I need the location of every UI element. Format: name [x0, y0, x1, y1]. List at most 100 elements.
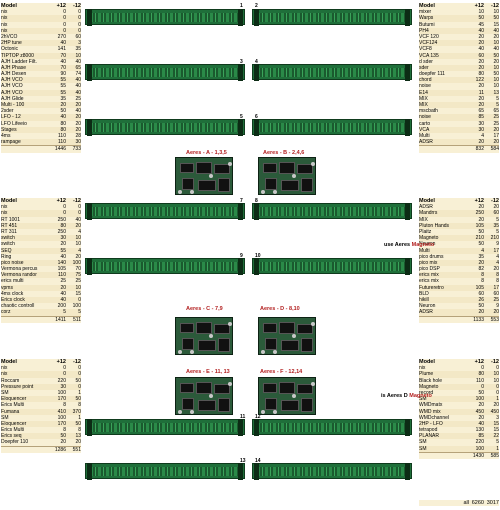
- table-row[interactable]: 2sder 50 40: [1, 108, 81, 115]
- module-name-cell[interactable]: Roccam: [1, 377, 20, 384]
- plus12-cell[interactable]: 40: [60, 297, 66, 303]
- minus12-cell[interactable]: 10: [75, 284, 81, 291]
- table-row[interactable]: Black hole 110 10: [419, 377, 499, 384]
- module-name-cell[interactable]: VCF8: [419, 46, 432, 53]
- minus12-cell[interactable]: 25: [493, 120, 499, 127]
- table-row[interactable]: SM 100 1: [419, 445, 499, 452]
- plus12-cell[interactable]: 80: [60, 126, 66, 133]
- minus12-cell[interactable]: 8: [78, 427, 81, 434]
- minus12-cell[interactable]: 100: [72, 303, 81, 310]
- plus12-cell[interactable]: 50: [478, 303, 484, 310]
- plus12-cell[interactable]: 30: [60, 235, 66, 242]
- table-row[interactable]: E14 11 13: [419, 89, 499, 96]
- plus12-cell[interactable]: 55: [60, 89, 66, 96]
- plus12-cell[interactable]: 170: [57, 396, 66, 403]
- table-row[interactable]: LFO - 12 40 20: [1, 114, 81, 121]
- module-name-cell[interactable]: ADSR: [419, 139, 433, 146]
- minus12-cell[interactable]: 10: [493, 64, 499, 71]
- table-row[interactable]: carto 30 25: [419, 120, 499, 127]
- minus12-cell[interactable]: 40: [493, 27, 499, 34]
- table-row[interactable]: Erics Multi 8 8: [1, 427, 81, 434]
- minus12-cell[interactable]: 50: [493, 71, 499, 78]
- table-row[interactable]: Ring 40 20: [1, 253, 81, 260]
- module-name-cell[interactable]: Vermona percus: [1, 266, 38, 273]
- module-name-cell[interactable]: 4ms clock: [1, 290, 24, 297]
- module-name-cell[interactable]: Warps: [419, 15, 434, 22]
- module-name-cell[interactable]: AJH VCO: [1, 83, 23, 90]
- plus12-cell[interactable]: 0: [481, 365, 484, 372]
- table-row[interactable]: SM 100 1: [419, 396, 499, 403]
- table-row[interactable]: PH4 40 40: [419, 27, 499, 34]
- table-row[interactable]: Plaitz 50 5: [419, 228, 499, 236]
- table-row[interactable]: Mandrrs 250 60: [419, 210, 499, 217]
- plus12-cell[interactable]: 80: [478, 71, 484, 78]
- minus12-cell[interactable]: 50: [493, 15, 499, 22]
- table-row[interactable]: Plume 80 10: [419, 371, 499, 378]
- module-name-cell[interactable]: AJH Phase: [1, 64, 27, 71]
- plus12-cell[interactable]: 60: [478, 290, 484, 297]
- plus12-cell[interactable]: 20: [478, 64, 484, 71]
- table-row[interactable]: WMDchannel 20 3: [419, 414, 499, 421]
- module-name-cell[interactable]: Neuron: [419, 241, 436, 248]
- table-row[interactable]: Roccam 220 50: [1, 377, 81, 384]
- plus12-cell[interactable]: 20: [478, 259, 484, 266]
- table-row[interactable]: rampage 110 30: [1, 139, 81, 146]
- minus12-cell[interactable]: 40: [75, 89, 81, 96]
- table-row[interactable]: nix 0 0: [1, 371, 81, 378]
- plus12-cell[interactable]: 11: [478, 89, 484, 96]
- table-row[interactable]: sder 20 10: [419, 64, 499, 72]
- table-row[interactable]: doepfer 111 80 50: [419, 71, 499, 78]
- minus12-cell[interactable]: 40: [75, 216, 81, 223]
- module-name-cell[interactable]: TIPTOP z8000: [1, 52, 34, 59]
- table-row[interactable]: AJH Ladder Filt. 40 40: [1, 58, 81, 65]
- plus12-cell[interactable]: 40: [478, 46, 484, 53]
- plus12-cell[interactable]: 50: [478, 241, 484, 248]
- plus12-cell[interactable]: 4: [481, 132, 484, 139]
- table-row[interactable]: Neuron 50 9: [419, 303, 499, 310]
- minus12-cell[interactable]: 5: [496, 216, 499, 223]
- plus12-cell[interactable]: 0: [63, 9, 66, 16]
- module-name-cell[interactable]: AJH Desen: [1, 71, 27, 78]
- minus12-cell[interactable]: 370: [72, 408, 81, 415]
- minus12-cell[interactable]: 17: [493, 132, 499, 139]
- plus12-cell[interactable]: 0: [63, 15, 66, 22]
- table-row[interactable]: record 50 0: [419, 389, 499, 397]
- module-name-cell[interactable]: Black hole: [419, 377, 443, 384]
- module-name-cell[interactable]: d sder: [419, 58, 433, 65]
- table-row[interactable]: chord 122 10: [419, 77, 499, 84]
- minus12-cell[interactable]: 65: [493, 108, 499, 115]
- plus12-cell[interactable]: 8: [63, 427, 66, 434]
- table-row[interactable]: SM 220 5: [419, 439, 499, 446]
- table-row[interactable]: ADSR 20 20: [419, 309, 499, 316]
- module-name-cell[interactable]: nix: [1, 365, 8, 372]
- plus12-cell[interactable]: 450: [475, 408, 484, 415]
- plus12-cell[interactable]: 65: [478, 108, 484, 115]
- plus12-cell[interactable]: 20: [478, 40, 484, 47]
- minus12-cell[interactable]: 22: [493, 433, 499, 440]
- plus12-cell[interactable]: 55: [60, 83, 66, 90]
- table-row[interactable]: Erics seq 50 13: [1, 433, 81, 440]
- table-row[interactable]: Magneto 0 0: [419, 383, 499, 390]
- table-row[interactable]: nix 0 0: [1, 27, 81, 34]
- module-name-cell[interactable]: Erics Multi: [1, 402, 25, 409]
- module-name-cell[interactable]: Plaitz: [419, 228, 432, 235]
- module-name-cell[interactable]: sder: [419, 64, 429, 71]
- minus12-cell[interactable]: 13: [493, 89, 499, 96]
- module-name-cell[interactable]: Fumana: [1, 408, 20, 415]
- table-row[interactable]: switch 30 10: [1, 235, 81, 242]
- module-name-cell[interactable]: LFO Lifeeio: [1, 120, 27, 127]
- minus12-cell[interactable]: 8: [496, 272, 499, 279]
- module-name-cell[interactable]: Vermona randor: [1, 272, 37, 279]
- plus12-cell[interactable]: 30: [478, 126, 484, 133]
- minus12-cell[interactable]: 0: [496, 365, 499, 372]
- module-name-cell[interactable]: hikill: [419, 297, 429, 303]
- minus12-cell[interactable]: 50: [493, 52, 499, 59]
- table-row[interactable]: TIPTOP z8000 70 10: [1, 52, 81, 59]
- plus12-cell[interactable]: 85: [478, 114, 484, 121]
- plus12-cell[interactable]: 10: [478, 9, 484, 16]
- plus12-cell[interactable]: 110: [58, 139, 66, 146]
- table-row[interactable]: Multi 4 17: [419, 132, 499, 140]
- minus12-cell[interactable]: 3: [78, 40, 81, 47]
- minus12-cell[interactable]: 0: [78, 371, 81, 378]
- plus12-cell[interactable]: 20: [60, 102, 66, 108]
